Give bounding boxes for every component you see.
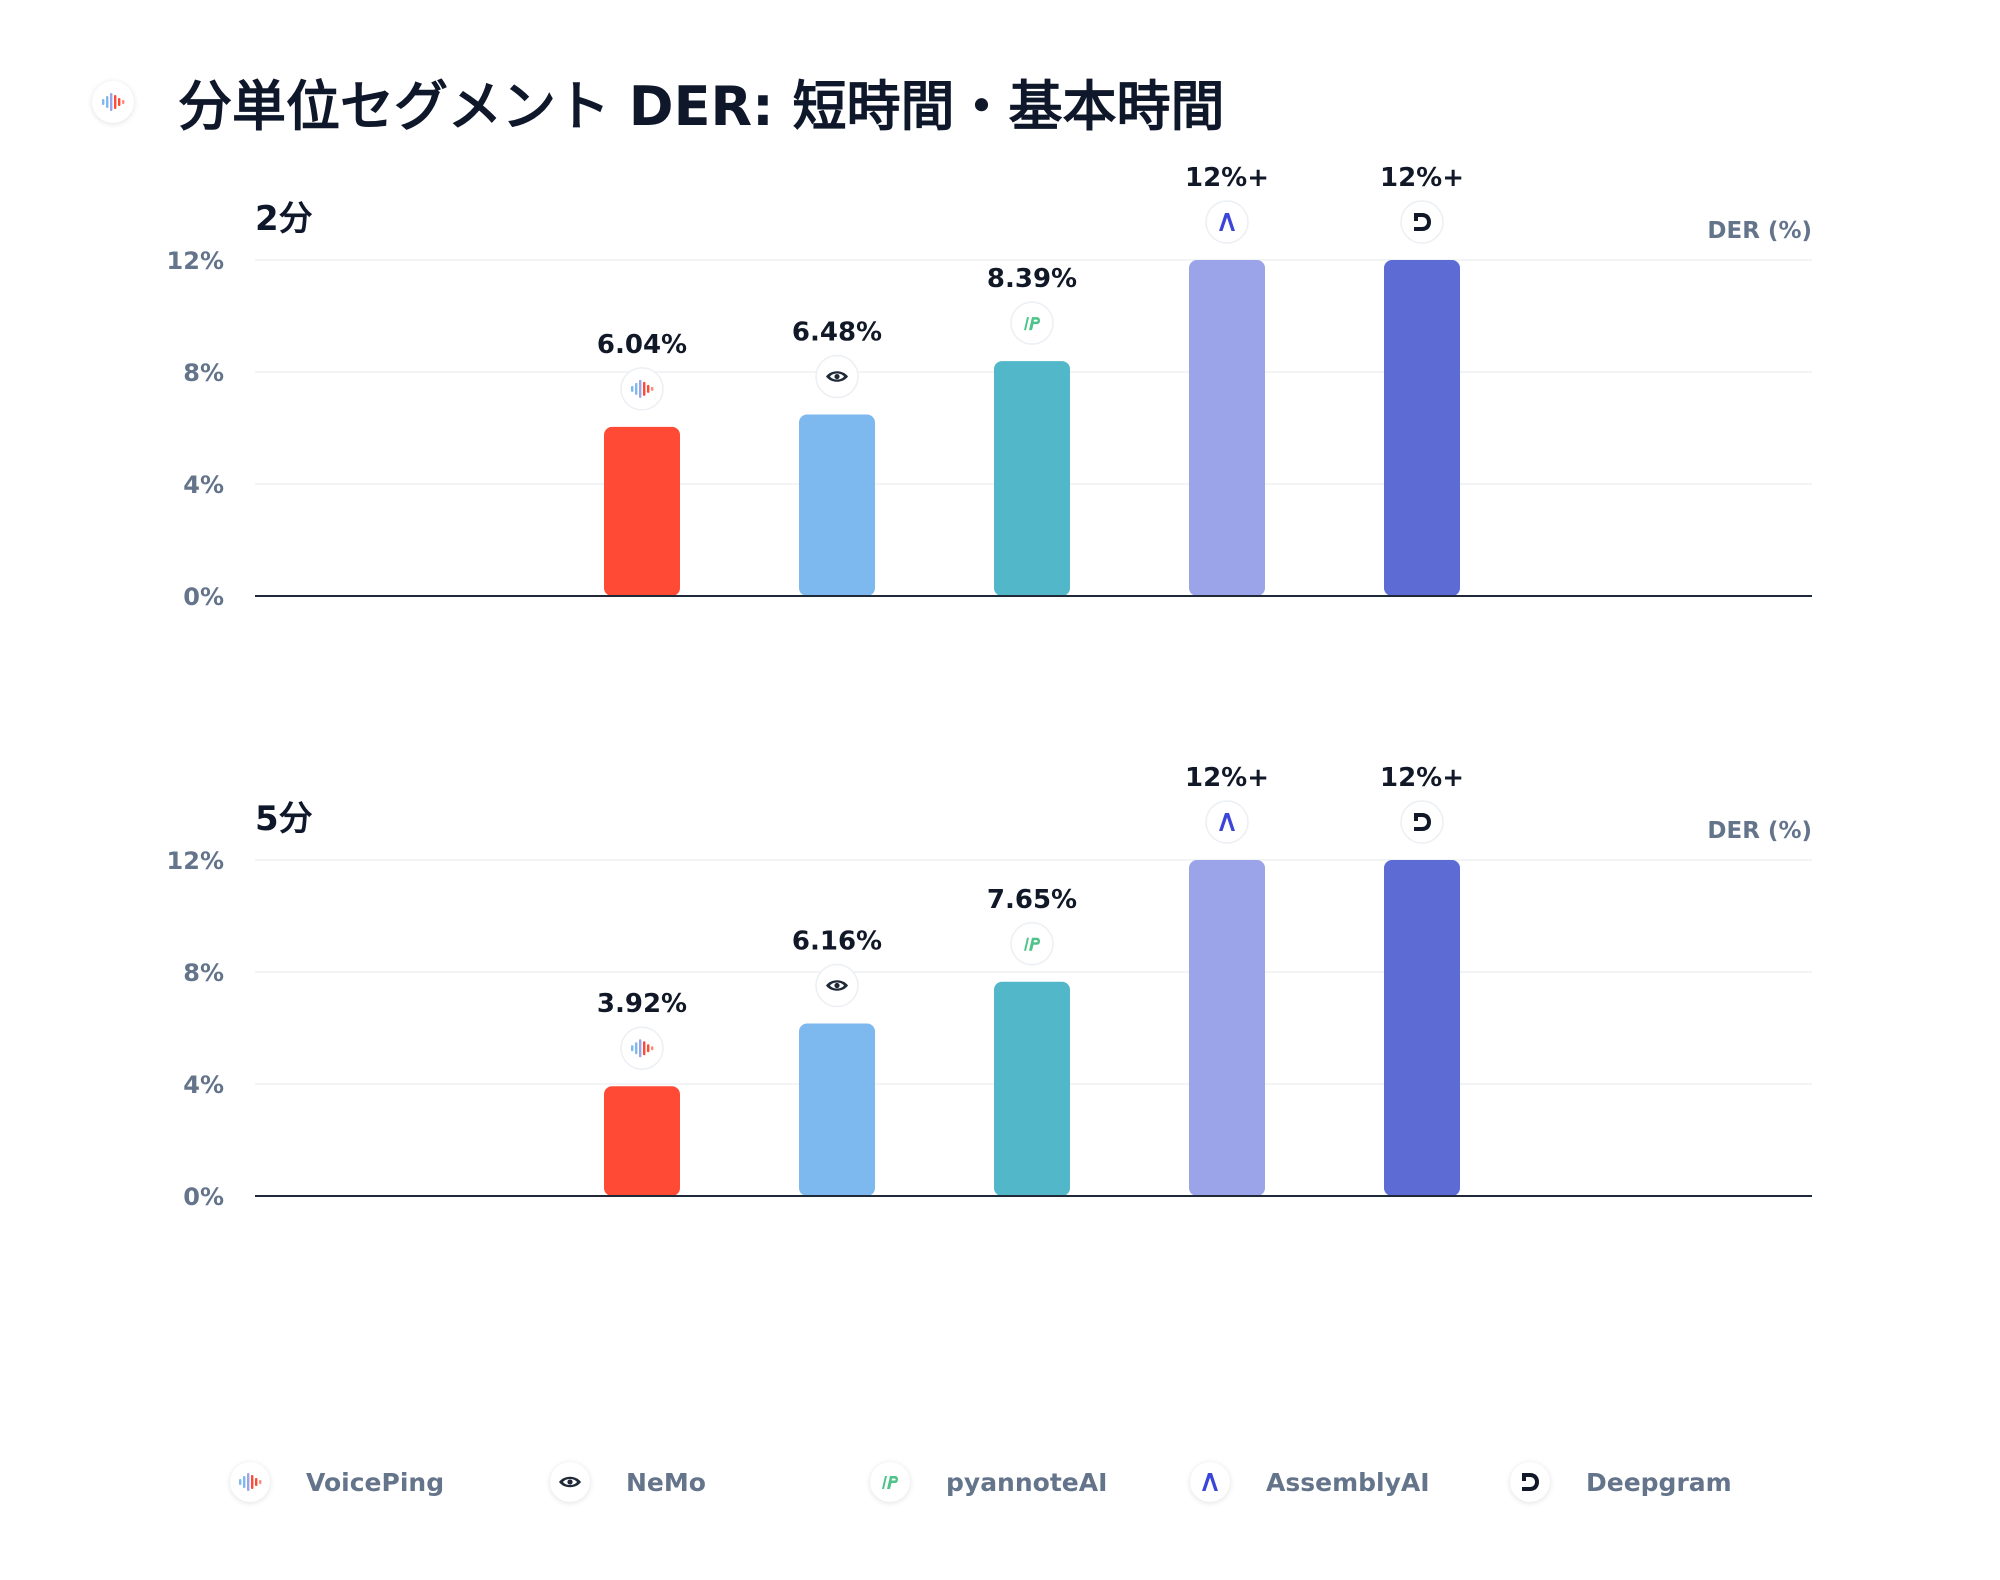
chart-panel: 5分 DER (%) 0% 4% 8% 12% 3.92% 6.16% 7.65% 12%+ 12%… bbox=[167, 763, 1812, 1211]
pyannote-icon bbox=[1010, 301, 1054, 345]
y-tick-label: 8% bbox=[183, 359, 224, 387]
bar-value-label: 6.48% bbox=[792, 318, 882, 348]
y-axis-label: DER (%) bbox=[1707, 818, 1812, 844]
legend: VoicePing NeMo pyannoteAI AssemblyAI Dee… bbox=[230, 1462, 1790, 1522]
bar bbox=[1384, 860, 1460, 1196]
bar-group-voiceping: 3.92% bbox=[597, 989, 687, 1196]
legend-label: Deepgram bbox=[1586, 1467, 1732, 1497]
y-tick-label: 0% bbox=[183, 1183, 224, 1211]
nvidia-eye-icon bbox=[815, 963, 859, 1008]
bar bbox=[799, 414, 875, 596]
legend-item-deepgram: Deepgram bbox=[1510, 1462, 1732, 1502]
bar-group-voiceping: 6.04% bbox=[597, 330, 687, 596]
pyannote-icon bbox=[1010, 922, 1054, 966]
y-tick-label: 12% bbox=[167, 247, 224, 275]
y-axis-label: DER (%) bbox=[1707, 218, 1812, 244]
deepgram-icon bbox=[1510, 1462, 1550, 1502]
bar bbox=[604, 426, 680, 596]
bar-value-label: 6.16% bbox=[792, 927, 882, 957]
assemblyai-icon bbox=[1205, 800, 1249, 844]
voiceping-icon bbox=[620, 1026, 664, 1070]
legend-label: NeMo bbox=[626, 1467, 706, 1497]
y-tick-label: 8% bbox=[183, 959, 224, 987]
panel-title: 2分 bbox=[255, 199, 313, 239]
bar-value-label: 8.39% bbox=[987, 264, 1077, 294]
nvidia-eye-icon bbox=[815, 354, 859, 399]
assemblyai-icon bbox=[1190, 1462, 1230, 1502]
panel-title: 5分 bbox=[255, 799, 313, 839]
bar-group-pyannoteai: 8.39% bbox=[987, 264, 1077, 596]
legend-label: VoicePing bbox=[306, 1467, 445, 1497]
bar-value-label: 12%+ bbox=[1185, 763, 1269, 793]
bar bbox=[1189, 260, 1265, 596]
y-tick-label: 12% bbox=[167, 847, 224, 875]
legend-item-nemo: NeMo bbox=[550, 1462, 706, 1502]
bar-group-nemo: 6.16% bbox=[792, 927, 882, 1196]
bar-group-assemblyai: 12%+ bbox=[1185, 763, 1269, 1196]
bar bbox=[604, 1086, 680, 1196]
nvidia-eye-icon bbox=[550, 1462, 590, 1502]
pyannote-icon bbox=[870, 1462, 910, 1502]
bar-group-deepgram: 12%+ bbox=[1380, 763, 1464, 1196]
bar-group-nemo: 6.48% bbox=[792, 318, 882, 596]
bar-value-label: 12%+ bbox=[1380, 763, 1464, 793]
chart-panel: 2分 DER (%) 0% 4% 8% 12% 6.04% 6.48% 8.39% 12%+ 12%… bbox=[167, 163, 1812, 611]
bar-value-label: 12%+ bbox=[1185, 163, 1269, 193]
y-tick-label: 0% bbox=[183, 583, 224, 611]
bar-charts: 2分 DER (%) 0% 4% 8% 12% 6.04% 6.48% 8.39% 12%+ 12%… bbox=[167, 163, 1812, 1211]
assemblyai-icon bbox=[1205, 200, 1249, 244]
voiceping-icon bbox=[92, 80, 134, 123]
bar-value-label: 6.04% bbox=[597, 330, 687, 360]
bar-value-label: 3.92% bbox=[597, 989, 687, 1019]
y-tick-label: 4% bbox=[183, 471, 224, 499]
bar-group-assemblyai: 12%+ bbox=[1185, 163, 1269, 596]
chart-title: 分単位セグメント DER: 短時間・基本時間 bbox=[178, 75, 1225, 138]
voiceping-icon bbox=[230, 1462, 270, 1502]
deepgram-icon bbox=[1400, 200, 1444, 244]
bar-group-pyannoteai: 7.65% bbox=[987, 885, 1077, 1196]
y-tick-label: 4% bbox=[183, 1071, 224, 1099]
legend-item-assemblyai: AssemblyAI bbox=[1190, 1462, 1430, 1502]
bar-group-deepgram: 12%+ bbox=[1380, 163, 1464, 596]
bar-value-label: 12%+ bbox=[1380, 163, 1464, 193]
voiceping-icon bbox=[620, 367, 664, 411]
legend-item-voiceping: VoicePing bbox=[230, 1462, 444, 1502]
bar bbox=[1189, 860, 1265, 1196]
bar bbox=[799, 1023, 875, 1196]
bar-value-label: 7.65% bbox=[987, 885, 1077, 915]
bar bbox=[994, 981, 1070, 1196]
legend-item-pyannoteai: pyannoteAI bbox=[870, 1462, 1107, 1502]
deepgram-icon bbox=[1400, 800, 1444, 844]
legend-label: AssemblyAI bbox=[1266, 1467, 1430, 1497]
bar bbox=[1384, 260, 1460, 596]
legend-label: pyannoteAI bbox=[946, 1467, 1108, 1497]
bar bbox=[994, 361, 1070, 596]
chart-header: 分単位セグメント DER: 短時間・基本時間 bbox=[92, 62, 1225, 141]
